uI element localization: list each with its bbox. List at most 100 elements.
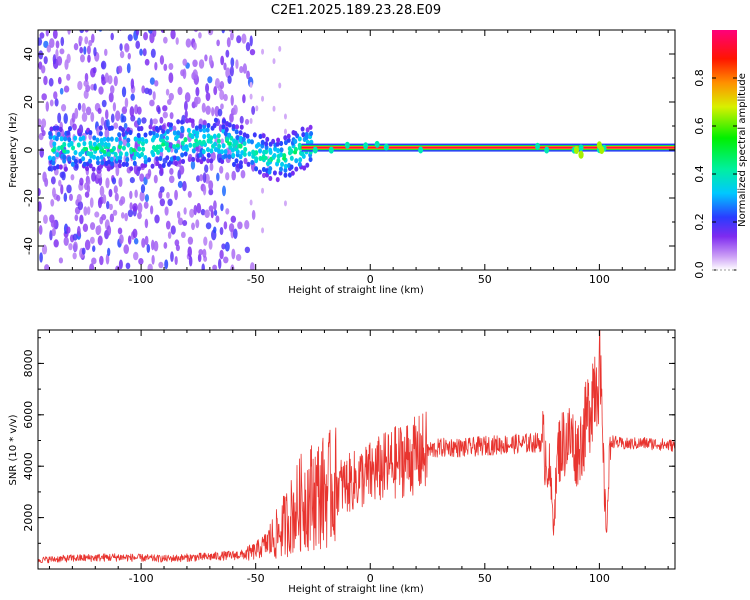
spectrogram-band-cell (206, 122, 211, 129)
spectrogram-band-cell (91, 166, 96, 172)
spectrogram-band-cell (254, 166, 259, 172)
spectrogram-noise-cell (43, 75, 48, 86)
spectrogram-peak-cell (102, 149, 107, 154)
spectrogram-noise-cell (165, 88, 170, 96)
spectrogram-noise-cell (192, 42, 197, 51)
spectrogram-noise-cell (244, 118, 250, 125)
spectrogram-noise-cell (216, 172, 220, 182)
spectrogram-band-cell (202, 127, 207, 133)
spectrogram-band-cell (261, 133, 266, 139)
spectrogram-x-tick-label: -50 (247, 273, 265, 286)
spectrogram-band-cell (159, 133, 164, 140)
spectrogram-peak-cell (153, 147, 158, 152)
spectrogram-noise-cell (223, 93, 228, 102)
spectrogram-noise-cell (168, 175, 175, 184)
spectrogram-noise-cell (121, 106, 128, 115)
spectrogram-noise-cell (249, 35, 253, 47)
spectrogram-noise-cell (86, 183, 91, 194)
spectrogram-noise-cell (133, 238, 139, 245)
spectrogram-band-cell (305, 162, 310, 168)
spectrogram-band-cell (234, 129, 239, 135)
spectrogram-peak-cell (164, 146, 169, 151)
spectrogram-noise-cell (108, 30, 112, 31)
spectrogram-noise-cell (81, 247, 86, 255)
spectrogram-band-cell (258, 148, 263, 154)
spectrogram-noise-cell (50, 219, 56, 228)
spectrogram-noise-cell (114, 192, 119, 202)
spectrogram-noise-cell (45, 101, 49, 112)
spectrogram-noise-cell (119, 43, 123, 52)
spectrogram-noise-cell (58, 179, 62, 187)
spectrogram-noise-cell (113, 75, 118, 87)
spectrogram-band-cell (88, 163, 93, 169)
spectrogram-peak-cell (263, 156, 268, 161)
spectrogram-noise-cell (119, 234, 124, 245)
spectrogram-peak-cell (161, 142, 166, 147)
spectrogram-band-cell (137, 146, 142, 152)
spectrogram-band-cell (245, 133, 250, 139)
spectrogram-noise-cell (57, 76, 62, 85)
spectrogram-band-cell (148, 130, 153, 136)
spectrogram-band-cell (294, 158, 299, 164)
spectrogram-noise-cell (39, 147, 44, 158)
spectrogram-noise-cell (223, 256, 229, 264)
spectrogram-noise-cell (229, 113, 234, 123)
spectrogram-band-cell (121, 145, 126, 151)
spectrogram-band-cell (223, 149, 228, 155)
spectrogram-noise-cell (243, 157, 248, 165)
spectrogram-noise-cell (68, 243, 73, 251)
spectrogram-noise-cell (42, 171, 47, 183)
tone-blip (363, 142, 369, 150)
spectrogram-band-cell (92, 141, 97, 147)
spectrogram-noise-cell (79, 177, 84, 186)
spectrogram-band-cell (198, 152, 203, 158)
spectrogram-noise-cell (72, 233, 78, 241)
spectrogram-noise-cell (208, 188, 214, 196)
spectrogram-band-cell (268, 175, 273, 182)
spectrogram-noise-cell (133, 164, 139, 175)
spectrogram-noise-cell (84, 36, 89, 45)
spectrogram-peak-cell (109, 148, 114, 153)
spectrogram-band-cell (261, 172, 266, 178)
spectrogram-band-cell (283, 135, 288, 141)
spectrogram-noise-cell (115, 265, 121, 270)
spectrogram-noise-cell (168, 72, 174, 84)
spectrogram-peak-cell (252, 151, 257, 156)
spectrogram-band-cell (176, 130, 181, 136)
spectrogram-noise-cell (119, 50, 125, 59)
spectrogram-peak-cell (227, 141, 232, 146)
spectrogram-band-cell (184, 144, 189, 150)
spectrogram-noise-cell (129, 190, 133, 200)
spectrogram-noise-cell (136, 106, 142, 115)
spectrogram-noise-cell (180, 231, 186, 239)
spectrogram-band-cell (71, 145, 76, 151)
spectrogram-noise-cell (183, 100, 188, 112)
spectrogram-band-cell (106, 151, 111, 157)
spectrogram-noise-cell (192, 69, 198, 80)
spectrogram-noise-cell (195, 96, 201, 105)
spectrogram-band-cell (58, 126, 63, 133)
spectrogram-noise-cell (177, 20, 182, 29)
spectrogram-noise-cell (249, 199, 253, 206)
spectrogram-noise-cell (236, 35, 242, 44)
spectrogram-noise-cell (159, 116, 164, 124)
spectrogram-noise-cell (219, 227, 224, 236)
spectrogram-band-cell (272, 152, 277, 159)
spectrogram-x-tick-label: 0 (367, 273, 374, 286)
spectrogram-noise-cell (249, 81, 253, 88)
spectrogram-noise-cell (63, 192, 68, 203)
spectrogram-noise-cell (79, 214, 84, 225)
spectrogram-noise-cell (56, 55, 63, 66)
tone-blip-bright (578, 150, 584, 159)
spectrogram-noise-cell (86, 45, 91, 55)
spectrogram-noise-cell (283, 200, 287, 207)
spectrogram-noise-cell (48, 77, 54, 87)
spectrogram-noise-cell (108, 188, 113, 198)
spectrogram-noise-cell (242, 94, 246, 104)
spectrogram-noise-cell (66, 184, 72, 194)
spectrogram-noise-cell (239, 65, 244, 74)
spectrogram-noise-cell (230, 94, 234, 106)
spectrogram-noise-cell (244, 220, 250, 230)
spectrogram-noise-cell (122, 137, 128, 147)
spectrogram-band-cell (63, 136, 68, 142)
